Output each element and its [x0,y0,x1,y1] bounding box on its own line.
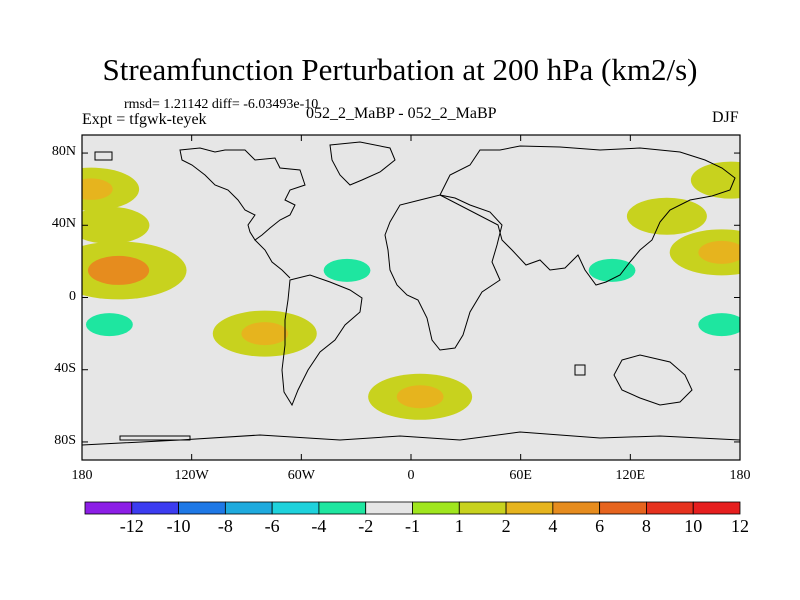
anomaly-region [82,206,150,244]
colorbar-label: 8 [641,516,651,536]
colorbar-swatch [692,501,741,515]
colorbar-swatch [646,501,694,515]
coastline-north-america [179,147,306,241]
axis-ticks [81,135,741,460]
lat-tick-label: 80S [54,432,76,448]
stats-label: rmsd= 1.21142 diff= -6.03493e-10 [124,97,319,112]
anomaly-layer [82,161,740,420]
colorbar-swatch [552,501,601,515]
colorbar-swatch [84,501,133,515]
colorbar-label: 1 [454,516,464,536]
colorbar-swatch [224,501,273,515]
colorbar-swatch [178,501,226,515]
colorbar-swatch [458,501,507,515]
plot-title: Streamfunction Perturbation at 200 hPa (… [102,52,698,87]
coastline-layer [82,141,740,446]
lat-tick-label: 40N [51,216,76,232]
lon-tick-label: 180 [71,468,93,483]
colorbar-label: 4 [548,516,558,536]
lon-tick-label: 60E [509,468,532,483]
anomaly-core [82,178,113,200]
colorbar [84,501,741,515]
lon-tick-label: 0 [407,468,415,483]
colorbar-label: -6 [264,516,280,536]
colorbar-swatch [318,501,367,515]
lat-tick-label: 0 [69,288,76,304]
coastline-islands [94,151,586,441]
anomaly-region [690,161,740,199]
coastline-australia [613,354,693,406]
anomaly-core [86,313,133,337]
anomaly-core [396,385,444,409]
colorbar-swatch [599,501,647,515]
coastline-central-america [254,239,291,279]
colorbar-label: -10 [166,516,191,536]
anomaly-core [87,255,150,285]
coastline-greenland [329,141,396,186]
colorbar-label: -1 [405,516,420,536]
colorbar-swatch [131,501,179,515]
anomaly-core [323,258,371,282]
lon-tick-label: 180 [729,468,751,483]
colorbar-label: 10 [684,516,703,536]
experiment-label: Expt = tfgwk-teyek [82,111,207,128]
colorbar-label: -12 [119,516,144,536]
colorbar-swatch [365,501,413,515]
coastline-south-america [281,274,363,407]
colorbar-swatch [412,501,460,515]
anomaly-region [96,378,177,416]
colorbar-label: 12 [731,516,749,536]
anomaly-region [626,197,707,235]
anomaly-core [698,240,740,264]
anomaly-core [588,258,636,282]
lat-tick-label: 40S [54,360,76,376]
colorbar-label: -2 [358,516,374,536]
colorbar-swatch [505,501,554,515]
coastline-eurafrica [384,194,503,351]
coastline-asia [439,145,736,286]
lat-tick-label: 80N [51,144,76,160]
anomaly-region [434,342,515,380]
colorbar-swatch [271,501,320,515]
coastline-antarctica [82,431,740,446]
anomaly-region [626,378,707,416]
lon-tick-label: 120E [615,468,646,483]
season-label: DJF [712,109,739,126]
lon-tick-label: 60W [287,468,315,483]
anomaly-core [241,322,289,346]
colorbar-label: -8 [217,516,233,536]
colorbar-label: -4 [311,516,327,536]
colorbar-label: 6 [595,516,605,536]
anomaly-core [698,313,740,337]
anomaly-region [297,161,378,199]
colorbar-label: 2 [501,516,511,536]
run-label: 052_2_MaBP - 052_2_MaBP [306,105,497,122]
lon-tick-label: 120W [174,468,209,483]
